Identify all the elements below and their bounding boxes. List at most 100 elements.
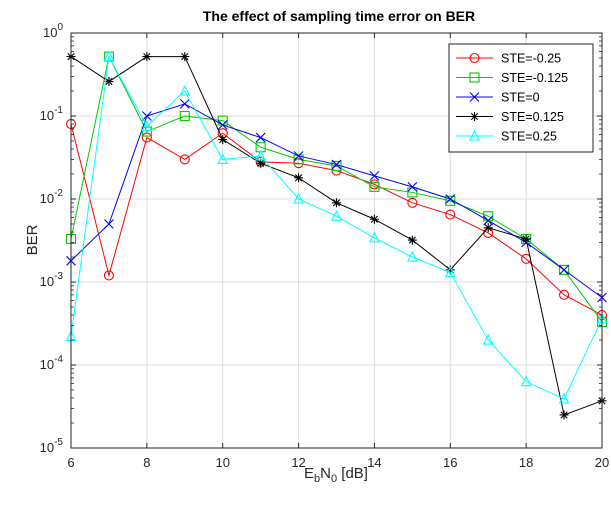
data-point bbox=[559, 264, 569, 275]
data-point bbox=[520, 375, 532, 387]
x-tick-label: 20 bbox=[595, 455, 609, 470]
series-line bbox=[70, 55, 603, 323]
data-point bbox=[141, 132, 152, 143]
data-point bbox=[141, 120, 153, 131]
y-tick-base: 10 bbox=[40, 440, 54, 455]
x-tick-label: 10 bbox=[215, 455, 229, 470]
series-4 bbox=[65, 50, 608, 404]
x-tick-label: 16 bbox=[443, 455, 457, 470]
x-tick-label: 6 bbox=[67, 455, 74, 470]
data-point bbox=[179, 110, 190, 122]
y-tick-label: 100 bbox=[43, 22, 63, 40]
y-axis-label: BER bbox=[24, 224, 41, 255]
x-tick-label: 18 bbox=[519, 455, 533, 470]
legend-label: STE=-0.125 bbox=[501, 71, 568, 85]
x-axis-label-unit: [dB] bbox=[337, 465, 368, 482]
y-tick-exponent: -1 bbox=[54, 105, 63, 116]
y-tick-label: 10-2 bbox=[40, 188, 64, 206]
data-point bbox=[445, 194, 456, 204]
y-tick-exponent: -2 bbox=[54, 188, 63, 199]
y-tick-base: 10 bbox=[40, 357, 54, 372]
x-axis-label: EbN0 [dB] bbox=[304, 465, 368, 485]
data-point bbox=[559, 264, 570, 275]
data-point bbox=[521, 234, 531, 244]
data-point bbox=[369, 170, 380, 181]
legend-marker bbox=[469, 52, 480, 64]
chart-title: The effect of sampling time error on BER bbox=[203, 8, 475, 24]
data-point bbox=[255, 149, 267, 161]
data-point bbox=[179, 154, 190, 165]
data-point bbox=[217, 120, 228, 130]
x-axis-label-mid: N bbox=[320, 465, 331, 482]
series-layer bbox=[65, 50, 608, 420]
data-point bbox=[218, 135, 228, 145]
legend-label: STE=0 bbox=[501, 91, 540, 105]
data-point bbox=[407, 181, 418, 192]
y-tick-base: 10 bbox=[43, 25, 57, 40]
legend-label: STE=-0.25 bbox=[501, 52, 561, 66]
data-point bbox=[445, 209, 456, 220]
legend-entry: STE=0.25 bbox=[456, 130, 557, 144]
data-point bbox=[483, 223, 493, 233]
data-point bbox=[407, 235, 417, 245]
y-tick-base: 10 bbox=[40, 274, 54, 289]
data-point bbox=[104, 219, 114, 229]
data-point bbox=[103, 270, 114, 281]
data-point bbox=[256, 158, 266, 168]
legend-label: STE=0.25 bbox=[501, 130, 557, 144]
data-point bbox=[407, 197, 418, 208]
plot-frame bbox=[70, 32, 603, 449]
data-point bbox=[559, 289, 570, 300]
data-point bbox=[445, 195, 456, 206]
data-point bbox=[104, 77, 114, 87]
data-point bbox=[331, 210, 342, 221]
data-point bbox=[141, 111, 152, 121]
y-tick-label: 10-4 bbox=[40, 354, 64, 372]
data-point bbox=[217, 153, 229, 164]
x-axis-label-base: E bbox=[304, 465, 314, 482]
data-point bbox=[444, 266, 456, 278]
x-tick-label: 14 bbox=[367, 455, 381, 470]
data-point bbox=[407, 187, 418, 198]
data-point bbox=[406, 250, 418, 262]
x-tick-labels: 6 8 10 12 14 16 18 20 bbox=[67, 455, 609, 470]
data-point bbox=[293, 151, 304, 161]
x-tick-label: 12 bbox=[291, 455, 305, 470]
series-line bbox=[70, 54, 603, 400]
data-point bbox=[179, 98, 190, 109]
legend-label: STE=0.125 bbox=[501, 110, 564, 124]
data-point bbox=[293, 192, 304, 204]
data-point bbox=[332, 198, 341, 208]
legend-marker bbox=[469, 92, 480, 102]
legend-marker bbox=[469, 72, 480, 83]
data-point bbox=[483, 215, 494, 226]
legend: STE=-0.25 STE=-0.125 STE=0 STE=0.125 STE=0.2… bbox=[448, 43, 594, 153]
data-point bbox=[369, 214, 379, 224]
data-point bbox=[179, 84, 191, 96]
legend-entry: STE=-0.125 bbox=[456, 71, 568, 85]
x-axis-label-sub1: b bbox=[314, 473, 320, 485]
data-point bbox=[558, 392, 570, 404]
data-point bbox=[369, 181, 380, 192]
data-point bbox=[369, 231, 380, 243]
y-tick-exponent: -5 bbox=[54, 437, 63, 448]
y-tick-label: 10-1 bbox=[40, 105, 64, 123]
x-tick-label: 8 bbox=[143, 455, 150, 470]
data-point bbox=[293, 154, 304, 165]
legend-marker bbox=[469, 129, 480, 141]
legend-entry: STE=-0.25 bbox=[456, 52, 561, 66]
data-point bbox=[559, 410, 569, 420]
data-point bbox=[103, 50, 115, 62]
y-tick-exponent: 0 bbox=[57, 22, 63, 33]
legend-marker bbox=[470, 112, 479, 121]
data-point bbox=[482, 333, 494, 345]
data-point bbox=[142, 52, 152, 62]
data-point bbox=[445, 265, 455, 275]
y-tick-base: 10 bbox=[40, 108, 54, 123]
legend-entry: STE=0 bbox=[456, 91, 540, 105]
axis-ticks bbox=[70, 32, 603, 449]
y-tick-base: 10 bbox=[40, 191, 54, 206]
y-tick-exponent: -3 bbox=[54, 271, 63, 282]
y-tick-label: 10-3 bbox=[40, 271, 64, 289]
